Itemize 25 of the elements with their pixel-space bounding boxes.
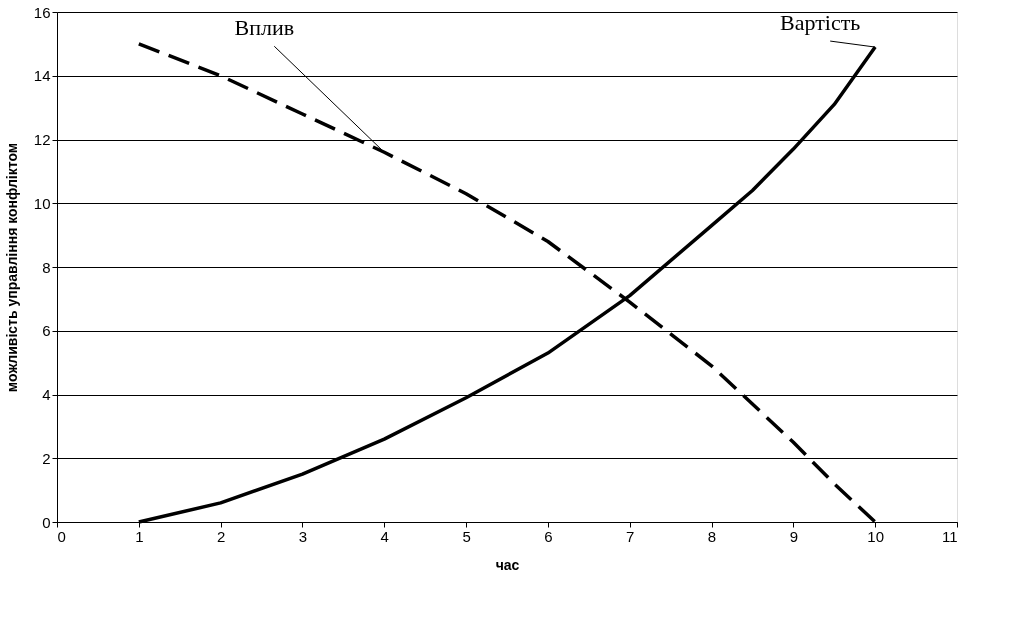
x-tick-label: 1	[135, 527, 144, 545]
x-tick-label: 5	[462, 527, 471, 545]
x-tick-label: 4	[380, 527, 389, 545]
y-tick-label: 6	[42, 322, 51, 340]
y-tick-label: 10	[33, 194, 51, 212]
y-tick-label: 12	[33, 131, 51, 148]
series-label: Вартість	[780, 10, 861, 36]
y-tick-label: 16	[33, 3, 51, 21]
x-tick-label: 10	[867, 527, 885, 545]
x-tick-label: 8	[707, 527, 717, 545]
y-tick-label: 0	[42, 513, 51, 531]
x-tick-label: 9	[789, 527, 799, 545]
x-tick-label: 0	[57, 527, 66, 545]
series-label: Вплив	[234, 15, 295, 41]
y-tick-label: 8	[42, 258, 51, 276]
y-tick-label: 4	[42, 386, 51, 403]
x-tick-label: 2	[216, 527, 226, 545]
x-axis-title: час	[495, 556, 520, 573]
y-tick-label: 14	[33, 67, 51, 85]
x-tick-label: 11	[941, 527, 958, 545]
x-tick-label: 6	[544, 527, 553, 545]
y-axis-title: можливість управління конфліктом	[3, 142, 20, 393]
x-tick-label: 7	[626, 527, 635, 545]
x-tick-label: 3	[298, 527, 308, 545]
y-tick-label: 2	[42, 449, 51, 467]
